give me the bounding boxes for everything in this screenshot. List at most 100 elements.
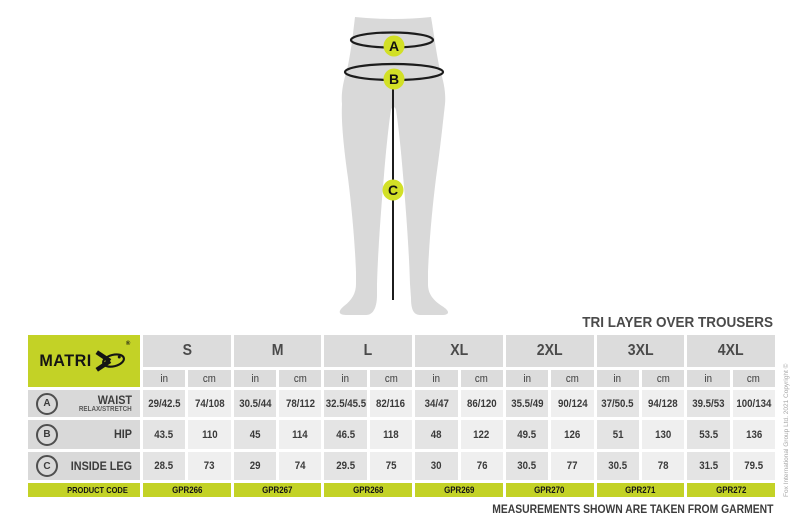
size-header-s: S: [143, 335, 231, 367]
value-inside-leg-3xl-in: 30.5: [596, 452, 639, 480]
value-inside-leg-3xl-in-text: 30.5: [608, 460, 628, 472]
marker-c-label: C: [388, 182, 398, 198]
size-header-l-text: L: [363, 342, 373, 359]
marker-c-badge: C: [382, 179, 404, 201]
value-hip-4xl-in: 53.5: [687, 420, 730, 449]
row-label-text: HIP: [112, 428, 132, 441]
unit-header-cm-2xl: cm: [551, 370, 594, 387]
value-hip-3xl-cm: 130: [641, 420, 685, 449]
product-code-gpr268-text: GPR268: [353, 485, 384, 495]
value-hip-xl-in: 48: [415, 420, 458, 449]
registered-mark: ®: [125, 341, 131, 347]
value-inside-leg-xl-in-text: 30: [430, 460, 442, 472]
unit-header-in-3xl-text: in: [613, 372, 622, 385]
size-header-3xl-text: 3XL: [627, 342, 654, 359]
value-inside-leg-2xl-cm: 77: [551, 452, 594, 480]
row-label-text: INSIDE LEG: [64, 460, 132, 473]
unit-header-cm-xl-text: cm: [475, 372, 489, 385]
value-hip-4xl-cm: 136: [732, 420, 775, 449]
unit-header-in-3xl: in: [596, 370, 639, 387]
value-inside-leg-4xl-cm: 79.5: [732, 452, 775, 480]
row-label-hip: B HIP: [28, 420, 140, 449]
unit-header-cm-m-text: cm: [293, 372, 307, 385]
value-waist-l-cm-text: 82/116: [376, 397, 406, 410]
marker-a-icon: A: [36, 392, 58, 415]
value-inside-leg-3xl-cm-text: 78: [657, 460, 669, 472]
value-waist-4xl-in-text: 39.5/53: [692, 397, 725, 410]
unit-header-cm-l-text: cm: [384, 372, 398, 385]
matrix-logo: MATRI ®: [28, 335, 140, 387]
unit-header-cm-s-text: cm: [203, 372, 216, 385]
unit-header-cm-xl: cm: [460, 370, 503, 387]
row-label-sub: RELAX/STRETCH: [79, 406, 132, 414]
value-hip-2xl-in: 49.5: [505, 420, 549, 449]
value-hip-s-in-text: 43.5: [154, 428, 174, 441]
value-waist-xl-cm: 86/120: [460, 390, 503, 417]
value-waist-s-in-text: 29/42.5: [148, 397, 181, 410]
value-hip-2xl-cm: 126: [551, 420, 594, 449]
measurement-footnote: MEASUREMENTS SHOWN ARE TAKEN FROM GARMEN…: [491, 504, 773, 516]
unit-header-in-4xl: in: [687, 370, 730, 387]
value-inside-leg-m-in: 29: [233, 452, 277, 480]
value-inside-leg-xl-cm-text: 76: [476, 460, 488, 472]
value-inside-leg-l-cm: 75: [369, 452, 413, 480]
value-waist-s-cm-text: 74/108: [194, 397, 225, 410]
row-label-main: HIP: [113, 427, 132, 442]
product-code-label-text: PRODUCT CODE: [67, 485, 128, 495]
value-hip-2xl-cm-text: 126: [564, 428, 581, 441]
size-header-m: M: [233, 335, 322, 367]
value-inside-leg-4xl-in-text: 31.5: [699, 460, 718, 472]
size-header-4xl-text: 4XL: [718, 342, 745, 359]
value-inside-leg-s-in-text: 28.5: [154, 460, 174, 472]
product-code-gpr271: GPR271: [596, 483, 685, 497]
value-inside-leg-m-in-text: 29: [249, 460, 261, 472]
value-inside-leg-2xl-in-text: 30.5: [517, 460, 537, 472]
value-hip-2xl-in-text: 49.5: [517, 428, 537, 441]
value-waist-l-cm: 82/116: [369, 390, 413, 417]
value-hip-m-in-text: 45: [249, 428, 261, 441]
brand-wordmark: MATRI: [39, 351, 92, 370]
unit-header-in-l-text: in: [341, 372, 350, 385]
unit-header-in-l: in: [324, 370, 367, 387]
value-hip-l-in-text: 46.5: [336, 428, 356, 441]
value-hip-m-cm-text: 114: [292, 428, 309, 441]
copyright-text: Fox International Group Ltd. 2021 Copyri…: [783, 363, 790, 497]
product-code-gpr269-text: GPR269: [443, 485, 475, 495]
value-hip-3xl-in-text: 51: [612, 428, 624, 441]
value-waist-m-cm: 78/112: [279, 390, 322, 417]
product-code-gpr266: GPR266: [143, 483, 231, 497]
marker-b-icon: B: [36, 423, 58, 446]
unit-header-cm-l: cm: [369, 370, 413, 387]
value-waist-3xl-cm-text: 94/128: [648, 397, 678, 410]
value-inside-leg-l-in: 29.5: [324, 452, 367, 480]
value-hip-s-in: 43.5: [143, 420, 186, 449]
value-inside-leg-2xl-cm-text: 77: [566, 460, 578, 472]
product-code-gpr269: GPR269: [415, 483, 503, 497]
value-waist-2xl-cm-text: 90/124: [557, 397, 588, 410]
value-hip-l-cm-text: 118: [383, 428, 399, 441]
value-waist-m-in-text: 30.5/44: [238, 397, 272, 410]
value-waist-4xl-cm: 100/134: [732, 390, 775, 417]
product-code-label: PRODUCT CODE: [28, 483, 140, 497]
unit-header-cm-4xl-text: cm: [747, 372, 761, 385]
unit-header-cm-3xl: cm: [641, 370, 685, 387]
marker-a-badge: A: [383, 35, 405, 57]
value-hip-l-cm: 118: [369, 420, 413, 449]
value-hip-m-cm: 114: [279, 420, 322, 449]
unit-header-in-m: in: [233, 370, 277, 387]
size-header-2xl: 2XL: [505, 335, 594, 367]
unit-header-in-s: in: [143, 370, 186, 387]
trousers-silhouette: [339, 17, 448, 315]
value-inside-leg-4xl-cm-text: 79.5: [744, 460, 764, 472]
value-hip-s-cm: 110: [188, 420, 231, 449]
value-inside-leg-s-cm-text: 73: [204, 460, 215, 472]
size-chart-table: MATRI ® S M L XL 2XL 3XL 4XL in cm in cm in cm in cm in…: [28, 335, 775, 497]
value-inside-leg-l-in-text: 29.5: [336, 460, 356, 472]
page-title: TRI LAYER OVER TROUSERS: [582, 314, 773, 331]
size-header-4xl: 4XL: [687, 335, 775, 367]
value-inside-leg-l-cm-text: 75: [385, 460, 397, 472]
value-waist-l-in: 32.5/45.5: [324, 390, 367, 417]
value-hip-3xl-cm-text: 130: [655, 428, 672, 441]
value-waist-3xl-in-text: 37/50.5: [601, 397, 634, 410]
